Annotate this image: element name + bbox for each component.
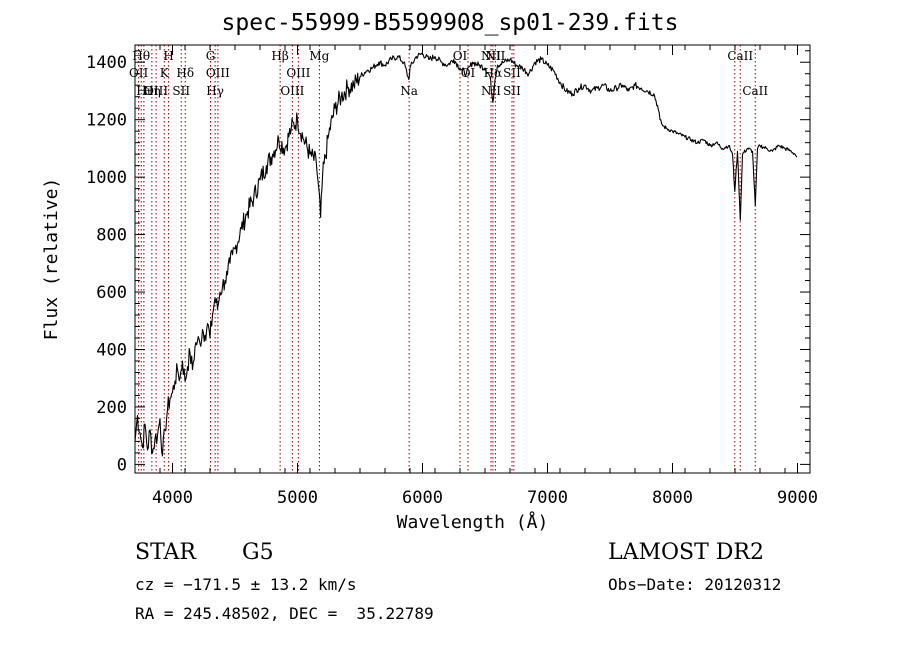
- axis-labels: 4000 5000 6000 7000 8000 9000 0 200 400 600 800 100…: [41, 53, 818, 533]
- spectrum-line: [134, 52, 798, 457]
- spectral-subclass: G5: [242, 540, 274, 565]
- x-tick-label: 7000: [527, 488, 568, 508]
- redshift-info: cz = −171.5 ± 13.2 km/s: [135, 575, 357, 594]
- line-marker-label: OIII: [286, 66, 310, 80]
- line-marker-label: Hι: [136, 84, 151, 98]
- line-marker-label: NII: [485, 49, 505, 63]
- x-tick-label: 4000: [152, 488, 193, 508]
- y-tick-label: 1000: [86, 168, 127, 188]
- line-marker-label: OIII: [280, 84, 304, 98]
- y-axis-label: Flux (relative): [41, 178, 62, 341]
- line-marker-label: OII: [129, 66, 149, 80]
- line-marker-label: Mg: [309, 49, 329, 63]
- line-marker-label: OIII: [206, 66, 230, 80]
- x-axis-label: Wavelength (Å): [397, 511, 549, 533]
- survey-name: LAMOST DR2: [608, 540, 764, 565]
- y-tick-label: 1200: [86, 111, 127, 131]
- observation-date: Obs−Date: 20120312: [608, 575, 782, 594]
- line-marker-label: SII: [503, 66, 521, 80]
- coordinates: RA = 245.48502, DEC = 35.22789: [135, 604, 434, 623]
- chart-title: spec-55999-B5599908_sp01-239.fits: [221, 10, 679, 36]
- x-tick-label: 8000: [652, 488, 693, 508]
- y-tick-label: 1400: [86, 53, 127, 73]
- line-marker-label: OI: [453, 49, 468, 63]
- y-tick-label: 0: [117, 455, 127, 475]
- line-marker-label: Hβ: [271, 49, 288, 63]
- axis-ticks: [134, 45, 811, 473]
- line-marker-label: SII: [172, 84, 190, 98]
- line-marker-label: OIII: [144, 84, 168, 98]
- line-marker-label: SII: [503, 84, 521, 98]
- line-marker-label: Na: [400, 84, 418, 98]
- line-marker-label: G: [206, 49, 216, 63]
- line-marker-label: NII: [481, 49, 501, 63]
- line-marker-label: Hθ: [132, 49, 150, 63]
- y-tick-label: 600: [96, 283, 127, 303]
- line-marker-label: CaII: [742, 84, 768, 98]
- x-tick-label: 9000: [777, 488, 818, 508]
- x-tick-label: 5000: [277, 488, 318, 508]
- line-marker-label: K: [160, 66, 170, 80]
- x-tick-label: 6000: [402, 488, 443, 508]
- object-class: STAR: [135, 540, 196, 565]
- line-marker-label: Hα: [484, 66, 503, 80]
- y-tick-label: 200: [96, 398, 127, 418]
- spectral-line-markers: OIIHθHιHηOIIIKHSIIHδGHγOIIIHβOIIIOIIIMgN…: [129, 45, 768, 473]
- line-marker-label: CaII: [727, 49, 753, 63]
- plot-frame: [134, 44, 811, 474]
- line-marker-label: Hδ: [176, 66, 194, 80]
- y-tick-label: 400: [96, 340, 127, 360]
- line-marker-label: Hγ: [206, 84, 224, 98]
- y-tick-label: 800: [96, 226, 127, 246]
- line-marker-label: H: [163, 49, 173, 63]
